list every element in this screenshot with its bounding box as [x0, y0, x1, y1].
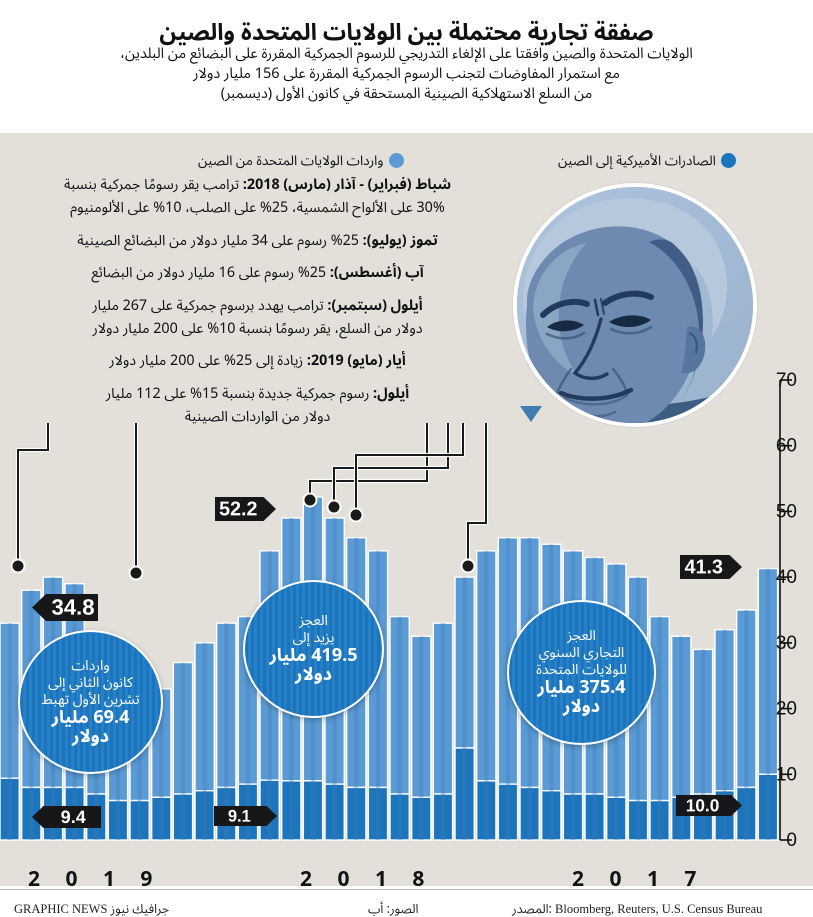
svg-text:0: 0 — [786, 830, 797, 851]
svg-text:50: 50 — [776, 501, 797, 522]
svg-text:20: 20 — [776, 699, 797, 720]
svg-text:60: 60 — [776, 436, 797, 457]
svg-text:30: 30 — [776, 633, 797, 654]
svg-text:40: 40 — [776, 567, 797, 588]
svg-text:70: 70 — [776, 370, 797, 391]
svg-text:10: 10 — [776, 764, 797, 785]
